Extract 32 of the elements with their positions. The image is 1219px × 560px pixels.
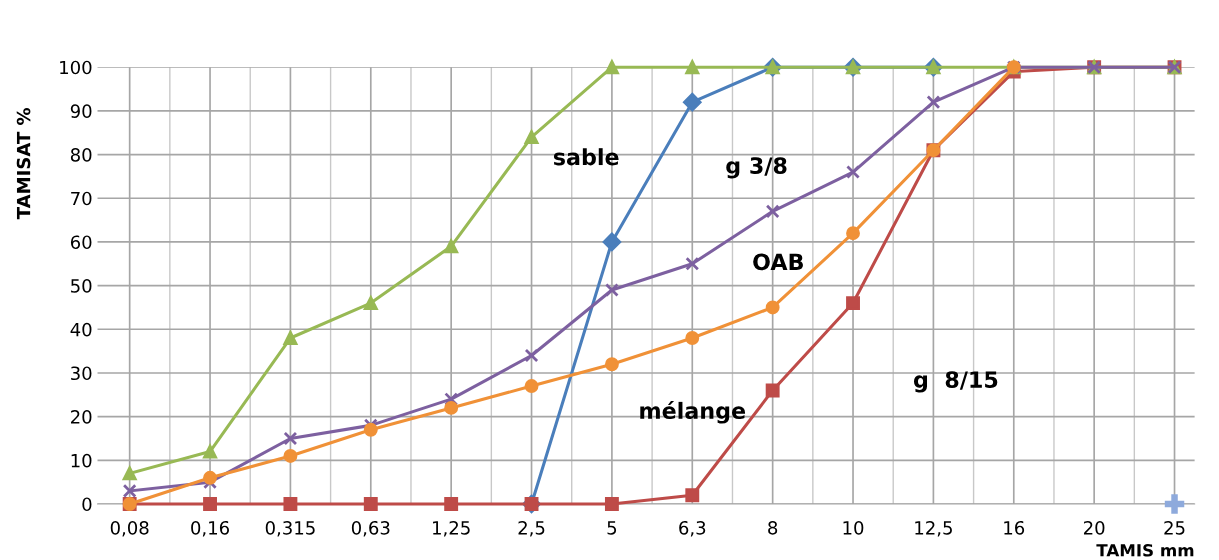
y-axis-title: TAMISAT %	[16, 107, 31, 220]
y-tick-label: 80	[70, 148, 92, 162]
y-tick-label: 90	[70, 104, 92, 118]
x-tick-label: 0,16	[191, 520, 230, 537]
annotation: mélange	[640, 400, 746, 424]
x-tick-label: 12,5	[915, 520, 952, 537]
annotation: g 3/8	[726, 157, 787, 179]
x-tick-label: 1,25	[433, 520, 470, 537]
x-tick-label: 0,08	[110, 520, 149, 537]
y-tick-label: 10	[71, 453, 92, 468]
x-axis-title: TAMIS mm	[1096, 543, 1194, 557]
x-tick-label: 5	[607, 521, 617, 535]
annotation: OAB	[753, 253, 803, 271]
annotation: g 8/15	[913, 371, 998, 393]
y-tick-label: 20	[71, 410, 92, 424]
annotation: sable	[553, 148, 619, 166]
x-tick-label: 0,63	[351, 520, 390, 537]
x-tick-label: 0,315	[265, 520, 315, 537]
y-tick-label: 50	[71, 279, 92, 293]
y-tick-label: 100	[60, 60, 92, 75]
y-tick-label: 0	[82, 497, 92, 512]
x-tick-label: 10	[843, 520, 864, 535]
y-tick-label: 30	[71, 366, 92, 381]
y-tick-label: 40	[70, 322, 92, 337]
x-tick-label: 16	[1004, 520, 1025, 535]
x-tick-label: 2,5	[518, 520, 545, 537]
x-tick-label: 20	[1083, 520, 1105, 535]
y-tick-label: 60	[70, 235, 92, 250]
x-tick-label: 8	[768, 520, 778, 535]
x-tick-label: 6,3	[679, 520, 706, 537]
y-tick-label: 70	[71, 191, 92, 206]
x-tick-label: 25	[1164, 520, 1185, 535]
